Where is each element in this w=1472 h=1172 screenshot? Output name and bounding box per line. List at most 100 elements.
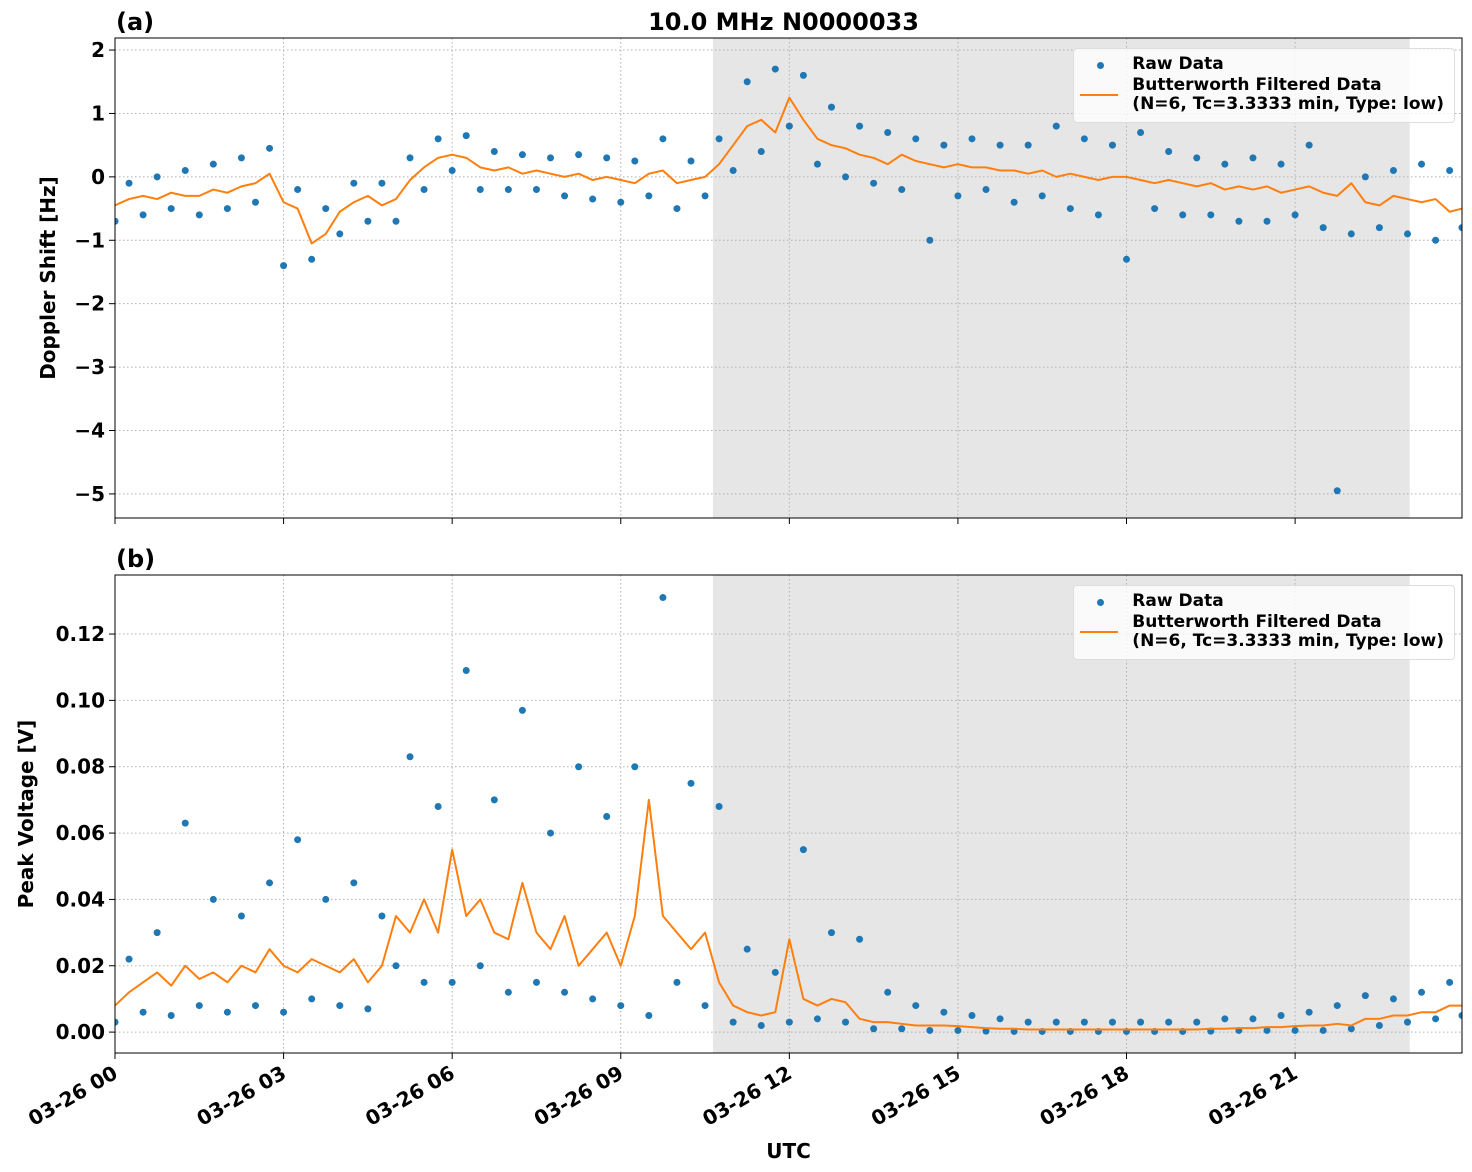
raw-data-point [842, 173, 850, 181]
raw-data-point [476, 962, 484, 970]
y-tick-label: 0.02 [56, 954, 105, 978]
filtered-line [115, 96, 1462, 245]
raw-data-point [1108, 141, 1116, 149]
raw-data-point [209, 160, 217, 168]
raw-data-point [406, 154, 414, 162]
raw-data-point [631, 763, 639, 771]
raw-data-point [1080, 1018, 1088, 1026]
raw-data-point [1151, 205, 1159, 213]
raw-data-point [673, 978, 681, 986]
raw-data-point [1137, 1018, 1145, 1026]
raw-data-point [1066, 205, 1074, 213]
raw-data-point [870, 1025, 878, 1033]
raw-data-point [940, 1008, 948, 1016]
legend-entry: Raw Data [1080, 55, 1444, 74]
raw-data-point [575, 763, 583, 771]
y-tick-label: −5 [74, 482, 105, 506]
raw-data-point [1305, 1008, 1313, 1016]
raw-data-point [1361, 173, 1369, 181]
raw-data-point [1291, 1026, 1299, 1034]
raw-data-point [406, 753, 414, 761]
raw-data-point [827, 103, 835, 111]
raw-data-point [982, 186, 990, 194]
raw-data-point [771, 65, 779, 73]
raw-data-point [645, 1012, 653, 1020]
raw-data-point [1249, 1015, 1257, 1023]
raw-data-point [322, 205, 330, 213]
y-tick-label: 0.04 [56, 887, 105, 911]
raw-data-point [701, 192, 709, 200]
raw-data-point [617, 1002, 625, 1010]
legend-marker [1080, 631, 1119, 633]
raw-data-point [504, 186, 512, 194]
raw-data-point [1319, 1026, 1327, 1034]
raw-data-point [167, 205, 175, 213]
raw-data-point [280, 1008, 288, 1016]
raw-data-point [968, 1012, 976, 1020]
raw-data-point [532, 186, 540, 194]
raw-data-point [1263, 217, 1271, 225]
raw-data-point [1375, 1021, 1383, 1029]
raw-data-point [827, 929, 835, 937]
raw-data-point [280, 262, 288, 270]
raw-data-point [687, 157, 695, 165]
raw-data-point [1221, 1015, 1229, 1023]
raw-data-point [420, 186, 428, 194]
y-tick-label: 0.00 [56, 1020, 105, 1044]
raw-data-point [1458, 224, 1462, 232]
raw-data-point [139, 1008, 147, 1016]
y-tick-label: 0 [91, 165, 105, 189]
raw-data-point [476, 186, 484, 194]
raw-data-point [757, 148, 765, 156]
raw-data-point [1263, 1026, 1271, 1034]
raw-data-point [1108, 1018, 1116, 1026]
raw-data-point [687, 779, 695, 787]
raw-data-point [589, 195, 597, 203]
raw-data-point [884, 988, 892, 996]
raw-data-point [223, 205, 231, 213]
raw-data-point [237, 154, 245, 162]
x-tick-label: 03-26 06 [361, 1061, 459, 1131]
raw-data-point [785, 1018, 793, 1026]
legend: Raw Data Butterworth Filtered Data (N=6, … [1073, 48, 1455, 123]
y-tick-label: 0.06 [56, 821, 105, 845]
raw-data-point [195, 211, 203, 219]
raw-data-point [1389, 995, 1397, 1003]
raw-data-point [561, 988, 569, 996]
raw-data-point [771, 968, 779, 976]
raw-data-point [547, 829, 555, 837]
y-tick-label: −4 [74, 418, 105, 442]
raw-data-point [659, 135, 667, 143]
legend-entry: Butterworth Filtered Data (N=6, Tc=3.333… [1080, 76, 1444, 114]
raw-data-point [518, 151, 526, 159]
raw-data-point [799, 71, 807, 79]
raw-data-point [251, 198, 259, 206]
raw-data-point [1305, 141, 1313, 149]
raw-data-point [912, 1002, 920, 1010]
raw-data-point [462, 132, 470, 140]
x-axis-label: UTC [766, 1139, 811, 1163]
y-tick-label: −3 [74, 355, 105, 379]
raw-data-point [954, 1026, 962, 1034]
raw-data-point [1038, 192, 1046, 200]
legend-key [1080, 613, 1120, 633]
raw-data-point [434, 135, 442, 143]
raw-data-point [1277, 160, 1285, 168]
raw-data-point [1165, 1018, 1173, 1026]
raw-data-point [1193, 1018, 1201, 1026]
raw-data-point [898, 1025, 906, 1033]
raw-data-point [715, 135, 723, 143]
raw-data-point [115, 217, 119, 225]
raw-data-point [490, 148, 498, 156]
raw-data-point [350, 879, 358, 887]
raw-data-point [715, 803, 723, 811]
raw-data-point [813, 160, 821, 168]
legend-marker [1097, 599, 1105, 606]
y-axis-label: Doppler Shift [Hz] [36, 176, 60, 380]
raw-data-point [462, 667, 470, 675]
raw-data-point [322, 895, 330, 903]
raw-data-point [659, 594, 667, 602]
raw-data-point [308, 995, 316, 1003]
raw-data-point [645, 192, 653, 200]
raw-data-point [1207, 211, 1215, 219]
